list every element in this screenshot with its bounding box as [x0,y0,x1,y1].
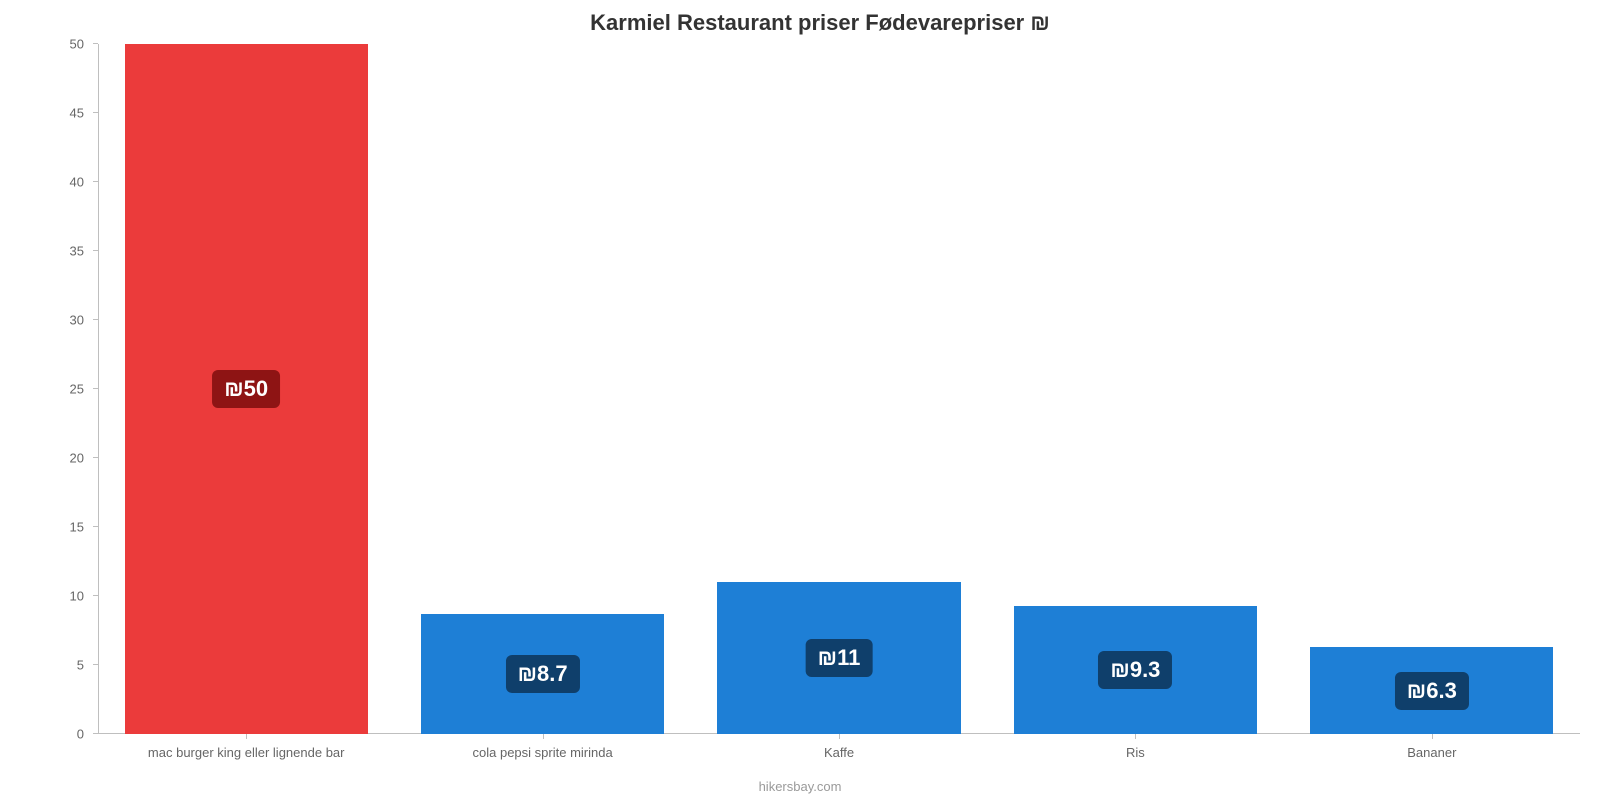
chart-title: Karmiel Restaurant priser Fødevarepriser… [60,10,1580,36]
value-badge: ₪9.3 [1098,651,1172,689]
y-axis: 05101520253035404550 [54,44,94,734]
bar: ₪8.7 [421,614,664,734]
y-tick-mark [93,112,98,113]
x-axis-label: Kaffe [691,745,987,760]
bar-slot: ₪8.7 [394,44,690,734]
attribution-text: hikersbay.com [0,779,1600,794]
y-tick-label: 45 [44,106,84,121]
bar-slot: ₪50 [98,44,394,734]
y-tick-label: 40 [44,175,84,190]
x-tick-mark [1432,734,1433,739]
y-tick-mark [93,43,98,44]
value-badge: ₪11 [806,639,873,677]
x-tick-mark [839,734,840,739]
y-tick-mark [93,250,98,251]
x-axis-label: Bananer [1284,745,1580,760]
bar-slot: ₪11 [691,44,987,734]
y-tick-label: 10 [44,589,84,604]
y-tick-label: 20 [44,451,84,466]
bar: ₪11 [717,582,960,734]
y-tick-label: 25 [44,382,84,397]
bar: ₪50 [125,44,368,734]
value-badge: ₪50 [212,370,280,408]
x-axis-label: mac burger king eller lignende bar [98,745,394,760]
y-tick-label: 5 [44,658,84,673]
x-axis-label: cola pepsi sprite mirinda [394,745,690,760]
y-tick-mark [93,595,98,596]
bars-group: ₪50 ₪8.7 ₪11 ₪9.3 ₪6.3 [98,44,1580,734]
y-tick-mark [93,319,98,320]
x-axis-label: Ris [987,745,1283,760]
y-tick-mark [93,733,98,734]
y-tick-mark [93,181,98,182]
bar-slot: ₪9.3 [987,44,1283,734]
y-tick-label: 0 [44,727,84,742]
x-tick-mark [246,734,247,739]
y-tick-label: 35 [44,244,84,259]
y-tick-label: 50 [44,37,84,52]
y-tick-label: 15 [44,520,84,535]
plot-area: 05101520253035404550 ₪50₪8.7₪11₪9.3₪6.3 … [60,44,1580,734]
y-tick-mark [93,664,98,665]
value-badge: ₪8.7 [506,655,580,693]
y-tick-mark [93,526,98,527]
y-tick-mark [93,388,98,389]
value-badge: ₪6.3 [1395,672,1469,710]
y-tick-label: 30 [44,313,84,328]
y-tick-mark [93,457,98,458]
chart-container: Karmiel Restaurant priser Fødevarepriser… [0,0,1600,800]
bar: ₪9.3 [1014,606,1257,734]
x-axis-labels: mac burger king eller lignende barcola p… [98,745,1580,760]
x-tick-mark [1135,734,1136,739]
bar: ₪6.3 [1310,647,1553,734]
bar-slot: ₪6.3 [1284,44,1580,734]
x-tick-mark [543,734,544,739]
